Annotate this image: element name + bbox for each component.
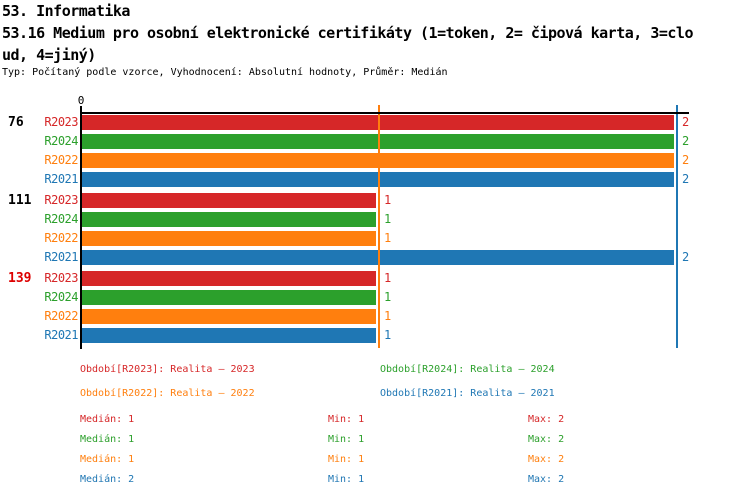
x-axis-tick-mark xyxy=(80,106,82,113)
bar-value-label: 2 xyxy=(682,172,690,186)
bar-value-label: 2 xyxy=(682,134,690,148)
stat-max: Max: 2 xyxy=(528,414,565,425)
group-label: 139 xyxy=(8,271,32,286)
legend-entry: Období[R2023]: Realita – 2023 xyxy=(80,364,255,375)
bar-series-label: R2021 xyxy=(44,328,78,342)
y-axis-line xyxy=(80,112,82,349)
stat-min: Min: 1 xyxy=(328,454,365,465)
chart-title-line3: ud, 4=jiný) xyxy=(2,46,96,64)
x-axis-tick-label: 0 xyxy=(77,94,85,107)
x-axis-line xyxy=(81,112,689,114)
group-label: 111 xyxy=(8,193,32,208)
bar-value-label: 1 xyxy=(384,212,392,226)
bar xyxy=(82,309,376,324)
bar-value-label: 1 xyxy=(384,309,392,323)
stat-median: Medián: 1 xyxy=(80,454,135,465)
bar-series-label: R2024 xyxy=(44,212,78,226)
bar xyxy=(82,290,376,305)
stat-median: Medián: 2 xyxy=(80,474,135,485)
bar xyxy=(82,328,376,343)
bar-value-label: 1 xyxy=(384,231,392,245)
stat-min: Min: 1 xyxy=(328,474,365,485)
bar-series-label: R2023 xyxy=(44,271,78,285)
stat-max: Max: 2 xyxy=(528,434,565,445)
bar-value-label: 2 xyxy=(682,250,690,264)
bar xyxy=(82,193,376,208)
bar-series-label: R2024 xyxy=(44,290,78,304)
chart-title-line1: 53. Informatika xyxy=(2,2,130,20)
legend-entry: Období[R2022]: Realita – 2022 xyxy=(80,388,255,399)
bar-series-label: R2021 xyxy=(44,250,78,264)
stat-min: Min: 1 xyxy=(328,434,365,445)
legend-entry: Období[R2024]: Realita – 2024 xyxy=(380,364,555,375)
stat-max: Max: 2 xyxy=(528,454,565,465)
chart-title-line2: 53.16 Medium pro osobní elektronické cer… xyxy=(2,24,694,42)
median-marker-line xyxy=(676,105,678,348)
bar xyxy=(82,271,376,286)
bar-series-label: R2021 xyxy=(44,172,78,186)
bar-value-label: 2 xyxy=(682,115,690,129)
bar xyxy=(82,231,376,246)
stat-median: Medián: 1 xyxy=(80,414,135,425)
bar-value-label: 1 xyxy=(384,193,392,207)
bar-value-label: 2 xyxy=(682,153,690,167)
legend-entry: Období[R2021]: Realita – 2021 xyxy=(380,388,555,399)
bar-series-label: R2022 xyxy=(44,231,78,245)
bar-value-label: 1 xyxy=(384,271,392,285)
bar-series-label: R2022 xyxy=(44,309,78,323)
median-marker-line xyxy=(378,105,380,348)
group-label: 76 xyxy=(8,115,24,130)
stat-min: Min: 1 xyxy=(328,414,365,425)
bar xyxy=(82,212,376,227)
bar-series-label: R2023 xyxy=(44,115,78,129)
stat-max: Max: 2 xyxy=(528,474,565,485)
bar-value-label: 1 xyxy=(384,328,392,342)
bar-series-label: R2024 xyxy=(44,134,78,148)
chart-subtitle: Typ: Počítaný podle vzorce, Vyhodnocení:… xyxy=(2,67,448,78)
bar-series-label: R2023 xyxy=(44,193,78,207)
stat-median: Medián: 1 xyxy=(80,434,135,445)
bar-value-label: 1 xyxy=(384,290,392,304)
bar-series-label: R2022 xyxy=(44,153,78,167)
